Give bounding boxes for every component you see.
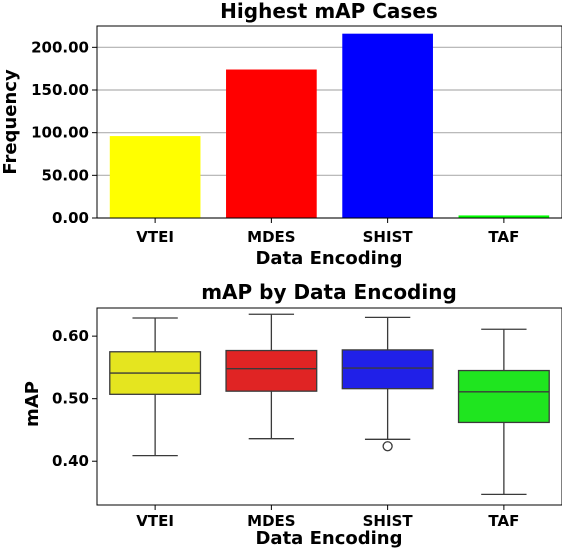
bar-chart-bars bbox=[109, 33, 550, 219]
box-chart-x-tick-label: TAF bbox=[488, 512, 519, 530]
box-chart-title: mAP by Data Encoding bbox=[201, 280, 457, 304]
bar-chart-y-label: Frequency bbox=[0, 69, 21, 175]
box-chart-y-tick-label: 0.40 bbox=[52, 452, 89, 470]
bar-chart-x-tick-label: TAF bbox=[488, 228, 519, 246]
box-chart-y-tick-label: 0.50 bbox=[52, 390, 89, 408]
bar-chart-title: Highest mAP Cases bbox=[220, 0, 438, 23]
box-outlier bbox=[382, 441, 393, 452]
bar-chart-x-ticks: VTEI MDES SHIST TAF bbox=[136, 218, 519, 246]
bar-chart-y-tick-label: 50.00 bbox=[42, 166, 89, 184]
box-chart-x-ticks: VTEI MDES SHIST TAF bbox=[136, 505, 519, 530]
box-chart-x-tick-label: VTEI bbox=[136, 512, 174, 530]
box-chart-y-label: mAP bbox=[22, 381, 43, 427]
bar-chart-x-tick-label: VTEI bbox=[136, 228, 174, 246]
bar-mdes bbox=[226, 69, 317, 219]
box-chart-frame bbox=[96, 307, 562, 506]
bar-chart: Highest mAP Cases 0.00 50.00 100.00 150.00 2… bbox=[0, 0, 562, 269]
box-vtei bbox=[109, 317, 202, 457]
box-chart-y-tick-label: 0.60 bbox=[52, 327, 89, 345]
box-chart-y-ticks: 0.40 0.50 0.60 bbox=[52, 327, 97, 470]
bar-chart-frame bbox=[96, 25, 562, 219]
box-chart-x-label: Data Encoding bbox=[255, 528, 402, 549]
bar-vtei bbox=[109, 136, 201, 218]
box-body bbox=[457, 369, 550, 424]
bar-chart-x-tick-label: SHIST bbox=[363, 228, 414, 246]
bar-chart-y-ticks: 0.00 50.00 100.00 150.00 200.00 bbox=[31, 38, 97, 227]
bar-chart-y-tick-label: 100.00 bbox=[31, 124, 89, 142]
bar-chart-y-tick-label: 200.00 bbox=[31, 38, 89, 56]
bar-chart-x-tick-label: MDES bbox=[247, 228, 295, 246]
bar-chart-y-tick-label: 150.00 bbox=[31, 81, 89, 99]
bar-taf bbox=[458, 215, 550, 218]
box-chart: mAP by Data Encoding 0.40 0.50 0.60 VTEI MD… bbox=[22, 280, 562, 549]
box-body bbox=[341, 349, 434, 390]
box-chart-boxes bbox=[109, 313, 550, 496]
box-mdes bbox=[225, 313, 318, 440]
box-body bbox=[225, 349, 318, 392]
box-taf bbox=[457, 328, 550, 496]
box-chart-x-tick-label: SHIST bbox=[363, 512, 414, 530]
bar-shist bbox=[342, 33, 433, 219]
bar-chart-x-label: Data Encoding bbox=[255, 248, 402, 269]
box-shist bbox=[341, 316, 434, 452]
box-chart-x-tick-label: MDES bbox=[247, 512, 295, 530]
bar-chart-y-tick-label: 0.00 bbox=[52, 209, 89, 227]
